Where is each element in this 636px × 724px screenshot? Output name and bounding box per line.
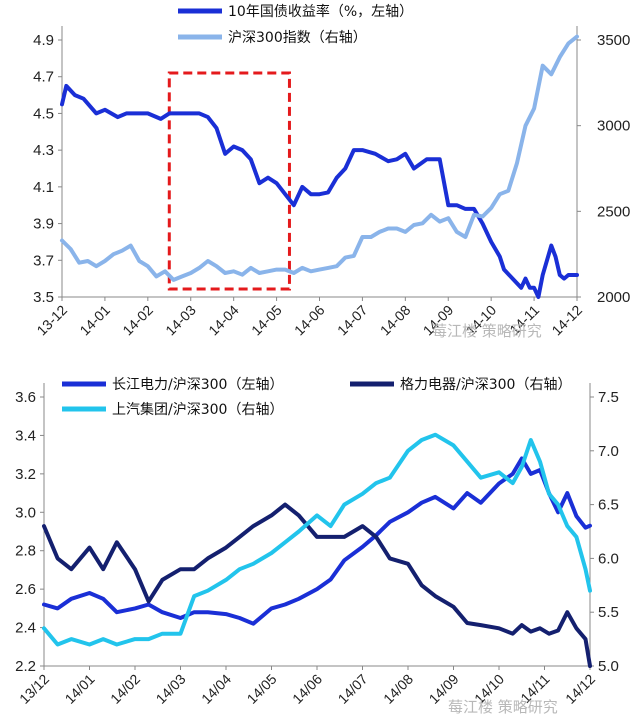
y-left-tick-label: 4.3 <box>33 142 54 159</box>
y-left-tick-label: 3.9 <box>33 216 54 233</box>
x-tick-label: 14/01 <box>62 671 98 707</box>
y-right-tick-label: 2000 <box>597 289 630 306</box>
x-tick-label: 14-05 <box>248 302 285 339</box>
y-left-tick-label: 2.6 <box>15 581 36 598</box>
y-left-tick-label: 3.7 <box>33 252 54 269</box>
y-right-tick-label: 7.0 <box>598 443 619 460</box>
legend-label: 长江电力/沪深300（左轴） <box>112 377 283 393</box>
chart-top: 3.5 3.7 3.9 4.1 4.3 4.5 4.7 4.9 2000 2500 3000 3500… <box>33 3 630 338</box>
y-left-tick-label: 4.9 <box>33 32 54 49</box>
x-tick-label: 14-12 <box>548 302 585 339</box>
y-right-tick-label: 7.5 <box>598 389 619 406</box>
watermark-top: 莓江楼 策略研究 <box>432 322 542 340</box>
x-tick-label: 14-01 <box>76 302 113 339</box>
series-line-1 <box>42 456 592 626</box>
x-tick-label: 14/08 <box>380 671 416 707</box>
x-tick-label: 14-03 <box>162 302 199 339</box>
x-tick-label: 13/12 <box>16 671 52 707</box>
x-tick-label: 14/03 <box>153 671 189 707</box>
y-left-tick-label: 3.5 <box>33 289 54 306</box>
series-line-2 <box>60 34 579 282</box>
series-line-2 <box>42 502 592 668</box>
y-right-tick-label: 3000 <box>597 118 630 135</box>
legend-label: 10年国债收益率（%，左轴） <box>228 3 413 20</box>
x-tick-label: 14/06 <box>289 671 325 707</box>
y-right-tick-label: 6.5 <box>598 497 619 514</box>
y-left-tick-label: 2.2 <box>15 658 36 675</box>
series-line-1 <box>60 83 579 299</box>
x-tick-label: 14/05 <box>244 671 280 707</box>
y-right-tick-label: 2500 <box>597 203 630 220</box>
chart-bottom: 2.2 2.4 2.6 2.8 3.0 3.2 3.4 3.6 5.0 5.5 6.0 6.5 7.0 7… <box>15 377 619 707</box>
highlight-box <box>167 71 291 291</box>
x-tick-label: 14-02 <box>119 302 156 339</box>
x-tick-label: 14/04 <box>198 671 234 707</box>
y-right-tick-label: 3500 <box>597 32 630 49</box>
y-left-tick-label: 3.2 <box>15 466 36 483</box>
legend-label: 沪深300指数（右轴） <box>228 30 367 46</box>
y-left-tick-label: 3.4 <box>15 427 36 444</box>
y-right-tick-label: 5.0 <box>598 658 619 675</box>
series-line-3 <box>42 432 592 647</box>
legend-label: 上汽集团/沪深300（右轴） <box>112 401 283 418</box>
x-tick-label: 14-07 <box>334 302 371 339</box>
legend-label: 格力电器/沪深300（右轴） <box>400 377 571 393</box>
y-left-tick-label: 4.1 <box>33 179 54 196</box>
x-tick-label: 14-08 <box>377 302 414 339</box>
y-left-tick-label: 3.6 <box>15 389 36 406</box>
x-tick-label: 14-06 <box>291 302 328 339</box>
x-tick-label: 14/07 <box>335 671 371 707</box>
y-left-tick-label: 2.4 <box>15 620 36 637</box>
y-left-tick-label: 2.8 <box>15 543 36 560</box>
x-tick-label: 14/02 <box>107 671 143 707</box>
y-left-tick-label: 4.5 <box>33 105 54 122</box>
y-right-tick-label: 6.0 <box>598 550 619 567</box>
x-tick-label: 14-04 <box>205 302 242 339</box>
x-tick-label: 14/12 <box>562 671 598 707</box>
watermarks: 莓江楼 策略研究 莓江楼 策略研究 <box>432 322 558 716</box>
y-left-tick-label: 4.7 <box>33 69 54 86</box>
y-left-tick-label: 3.0 <box>15 504 36 521</box>
x-tick-label: 13-12 <box>33 302 70 339</box>
watermark-bottom: 莓江楼 策略研究 <box>448 698 558 716</box>
y-right-tick-label: 5.5 <box>598 604 619 621</box>
